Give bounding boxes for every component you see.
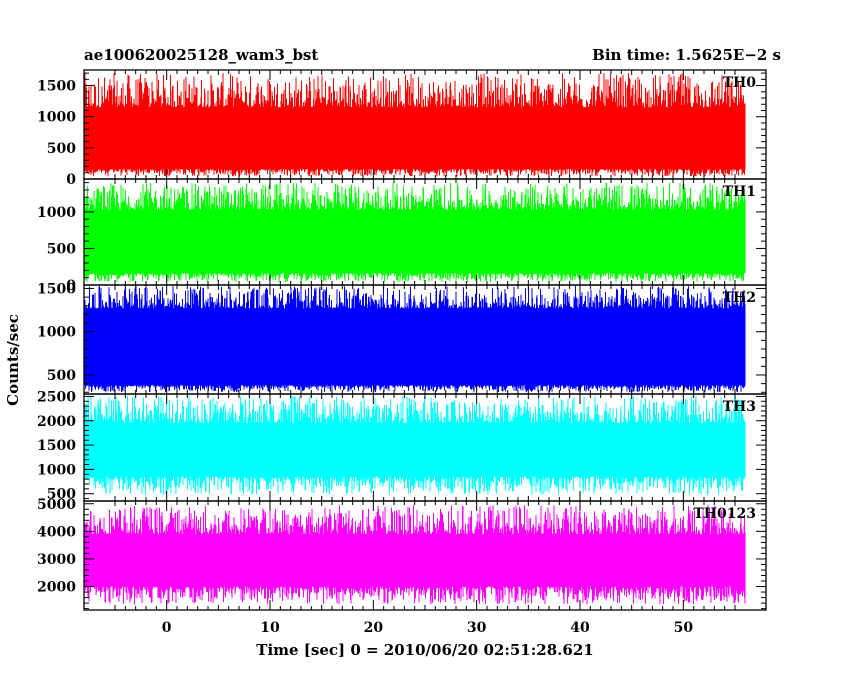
y-tick-label: 4000 [37, 524, 76, 540]
y-tick-label: 500 [47, 241, 76, 257]
x-tick-label: 30 [467, 620, 487, 636]
panel-name-label: TH3 [723, 399, 756, 415]
x-tick-label: 20 [364, 620, 384, 636]
x-tick-label: 10 [260, 620, 280, 636]
panel-th0123: 2000 3000 4000 5000 TH0123 [37, 497, 767, 611]
y-tick-label: 1000 [37, 325, 76, 341]
chart-title-right: Bin time: 1.5625E−2 s [592, 46, 781, 64]
y-tick-label: 1500 [37, 281, 76, 297]
y-tick-label: 1000 [37, 110, 76, 126]
x-axis-label: Time [sec] 0 = 2010/06/20 02:51:28.621 [256, 641, 593, 659]
y-tick-label: 0 [66, 278, 76, 294]
panel-name-label: TH1 [723, 184, 756, 200]
y-tick-label: 500 [47, 141, 76, 157]
chart-title-left: ae100620025128_wam3_bst [84, 46, 318, 64]
y-tick-label: 1000 [37, 462, 76, 478]
y-tick-label: 0 [66, 172, 76, 188]
y-tick-label: 5000 [37, 497, 76, 513]
y-tick-label: 500 [47, 368, 76, 384]
x-tick-label: 50 [674, 620, 694, 636]
y-tick-label: 2500 [37, 389, 76, 405]
panel-th0: 0 500 1000 1500 TH0 [37, 69, 767, 188]
panel-name-label: TH0 [723, 75, 757, 91]
panel-th3: 500 1000 1500 2000 2500 TH3 [37, 389, 767, 503]
panel-th2: 500 1000 1500 TH2 [37, 281, 767, 395]
y-tick-label: 500 [47, 487, 76, 503]
y-tick-label: 3000 [37, 552, 76, 568]
x-tick-label: 40 [570, 620, 590, 636]
y-tick-label: 2000 [37, 414, 76, 430]
y-tick-label: 1500 [37, 79, 76, 95]
y-axis-label: Counts/sec [4, 314, 22, 406]
y-tick-label: 1500 [37, 438, 76, 454]
panel-name-label: TH2 [723, 290, 756, 306]
y-tick-label: 1000 [37, 205, 76, 221]
panel-name-label: TH0123 [693, 506, 756, 522]
x-tick-label: 0 [162, 620, 172, 636]
y-tick-label: 2000 [37, 580, 76, 596]
